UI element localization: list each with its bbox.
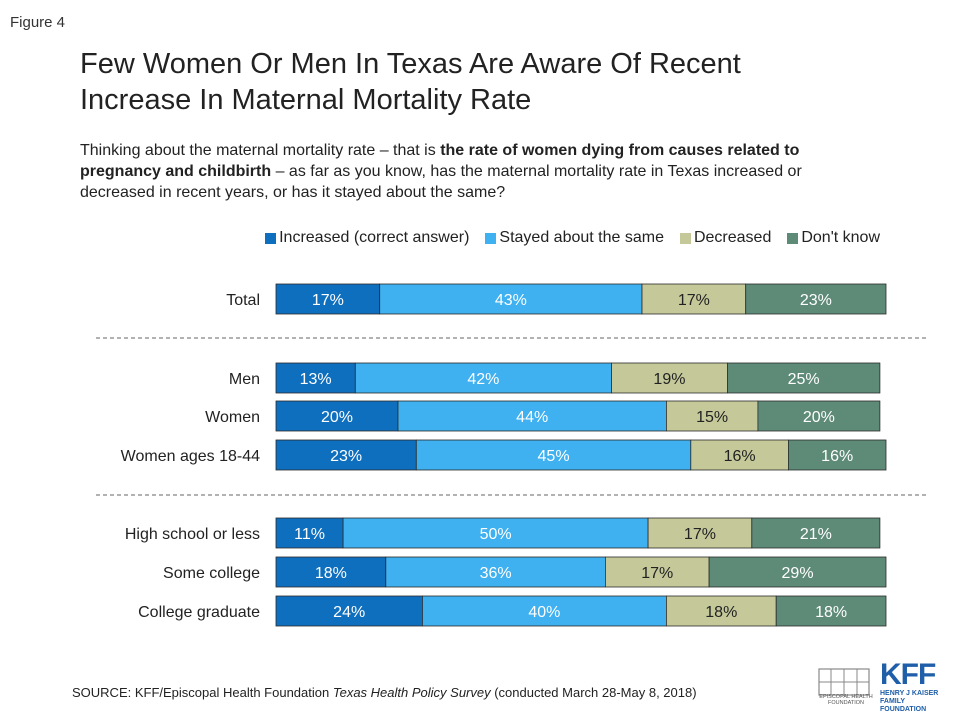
data-label-dont-know: 23%: [800, 292, 832, 309]
bar-segment-dont-know: [745, 283, 887, 315]
data-label-increased: 13%: [300, 371, 332, 388]
bar-segment-dont-know: [708, 556, 887, 588]
data-label-stayed: 40%: [528, 604, 560, 621]
kff-logo-sub-2: FAMILY FOUNDATION: [880, 698, 927, 713]
legend-swatch-dont-know: [787, 232, 799, 244]
ehf-logo-icon: [818, 668, 870, 696]
bar-segment-dont-know: [727, 362, 881, 394]
category-label: Some college: [163, 565, 260, 582]
data-label-dont-know: 18%: [815, 604, 847, 621]
bar-segment-stayed: [354, 362, 612, 394]
bar-segment-increased: [275, 439, 417, 471]
legend-item-decreased: Decreased: [679, 229, 772, 247]
legend-swatch-stayed: [485, 232, 497, 244]
data-label-stayed: 42%: [467, 371, 499, 388]
data-label-stayed: 36%: [480, 565, 512, 582]
data-label-increased: 24%: [333, 604, 365, 621]
legend-item-dont-know: Don't know: [787, 229, 880, 247]
data-label-decreased: 17%: [641, 565, 673, 582]
legend-swatch-increased: [265, 232, 277, 244]
data-label-dont-know: 20%: [803, 409, 835, 426]
stacked-bar-chart: Total 17% 43% 17% 23% Men 13% 42% 19% 25% Women 20%…: [96, 283, 928, 627]
category-label: High school or less: [125, 526, 260, 543]
data-label-decreased: 19%: [653, 371, 685, 388]
category-label: Men: [229, 371, 260, 388]
kff-logo: KFF HENRY J KAISER FAMILY FOUNDATION: [880, 658, 952, 714]
data-label-increased: 11%: [294, 526, 325, 543]
data-label-dont-know: 29%: [782, 565, 814, 582]
kff-logo-sub-1: HENRY J KAISER: [880, 690, 939, 697]
bar-segment-stayed: [379, 283, 643, 315]
source-suffix: (conducted March 28-May 8, 2018): [490, 685, 697, 700]
legend-label-decreased: Decreased: [693, 229, 772, 246]
bar-segment-stayed: [342, 517, 649, 549]
data-label-stayed: 43%: [495, 292, 527, 309]
ehf-logo-text: EPISCOPAL HEALTH FOUNDATION: [819, 694, 873, 706]
data-label-stayed: 50%: [480, 526, 512, 543]
bar-segment-decreased: [605, 556, 710, 588]
data-label-decreased: 17%: [678, 292, 710, 309]
bar-segment-stayed: [421, 595, 667, 627]
bar-segment-stayed: [415, 439, 692, 471]
bar-segment-increased: [275, 400, 399, 432]
category-label: College graduate: [138, 604, 260, 621]
data-label-dont-know: 21%: [800, 526, 832, 543]
bar-segment-increased: [275, 517, 344, 549]
data-label-increased: 20%: [321, 409, 353, 426]
legend-swatch-decreased: [679, 232, 691, 244]
chart-legend: Increased (correct answer) Stayed about …: [80, 229, 880, 247]
legend-label-stayed: Stayed about the same: [499, 229, 664, 246]
source-survey-name: Texas Health Policy Survey: [332, 685, 491, 700]
legend-item-increased: Increased (correct answer): [265, 229, 469, 247]
bar-segment-decreased: [611, 362, 728, 394]
category-label: Total: [226, 292, 260, 309]
bar-segment-dont-know: [751, 517, 881, 549]
chart-subtitle: Thinking about the maternal mortality ra…: [80, 140, 860, 203]
data-label-dont-know: 25%: [788, 371, 820, 388]
source-prefix: SOURCE: KFF/Episcopal Health Foundation: [72, 685, 333, 700]
legend-label-increased: Increased (correct answer): [279, 229, 470, 246]
data-label-decreased: 18%: [705, 604, 737, 621]
bar-segment-decreased: [666, 595, 777, 627]
data-label-increased: 18%: [315, 565, 347, 582]
bar-segment-increased: [275, 595, 423, 627]
data-label-decreased: 16%: [724, 448, 756, 465]
chart-title-line-1: Few Women Or Men In Texas Are Aware Of R…: [80, 48, 741, 80]
bar-segment-decreased: [690, 439, 789, 471]
data-label-stayed: 45%: [538, 448, 570, 465]
bar-segment-decreased: [647, 517, 753, 549]
data-label-decreased: 17%: [684, 526, 716, 543]
legend-item-stayed: Stayed about the same: [485, 229, 664, 247]
chart-title-line-2: Increase In Maternal Mortality Rate: [80, 84, 532, 116]
subtitle-part-1: Thinking about the maternal mortality ra…: [80, 142, 441, 159]
bar-segment-increased: [275, 283, 381, 315]
figure-label: Figure 4: [10, 14, 66, 31]
category-label: Women: [205, 409, 260, 426]
kff-logo-word: KFF: [880, 658, 936, 691]
data-label-decreased: 15%: [696, 409, 728, 426]
bar-segment-dont-know: [775, 595, 887, 627]
data-label-increased: 23%: [330, 448, 362, 465]
subtitle-bold: the rate of women dying from causes rela…: [80, 142, 800, 180]
bar-segment-dont-know: [788, 439, 887, 471]
legend-label-dont-know: Don't know: [801, 229, 880, 246]
category-label: Women ages 18-44: [121, 448, 260, 465]
bar-segment-decreased: [666, 400, 759, 432]
chart-title: Few Women Or Men In Texas Are Aware Of R…: [80, 46, 920, 118]
data-label-stayed: 44%: [516, 409, 548, 426]
bar-segment-dont-know: [757, 400, 881, 432]
source-note: SOURCE: KFF/Episcopal Health Foundation …: [72, 685, 697, 700]
data-label-dont-know: 16%: [821, 448, 853, 465]
bar-segment-stayed: [385, 556, 606, 588]
subtitle-part-2: – as far as you know, has the maternal m…: [80, 163, 802, 201]
data-label-increased: 17%: [312, 292, 344, 309]
